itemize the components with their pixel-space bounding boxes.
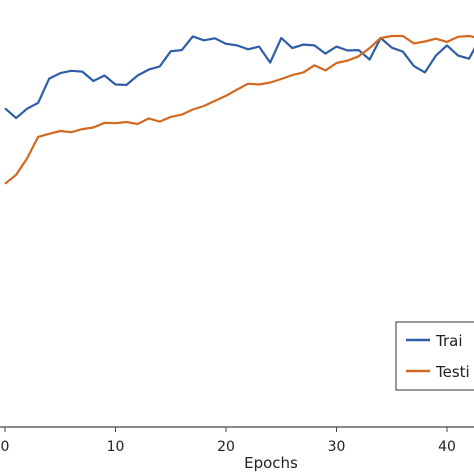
x-tick-group: 0 10 20 30 40 <box>1 427 456 455</box>
series-line-testing <box>4 34 474 185</box>
legend-box <box>395 321 474 391</box>
legend: Trai Testi <box>395 321 474 391</box>
x-tick-label: 0 <box>1 439 10 455</box>
plot-area: 0 10 20 30 40 <box>0 34 474 455</box>
series-group <box>4 34 474 185</box>
x-tick-label: 30 <box>328 439 346 455</box>
series-line-train <box>4 35 474 120</box>
legend-label-train: Trai <box>435 332 462 350</box>
x-axis-label: Epochs <box>244 454 298 472</box>
x-tick-label: 40 <box>438 439 456 455</box>
x-tick-label: 10 <box>107 439 125 455</box>
x-tick-label: 20 <box>217 439 235 455</box>
legend-label-testing: Testi <box>435 363 470 381</box>
